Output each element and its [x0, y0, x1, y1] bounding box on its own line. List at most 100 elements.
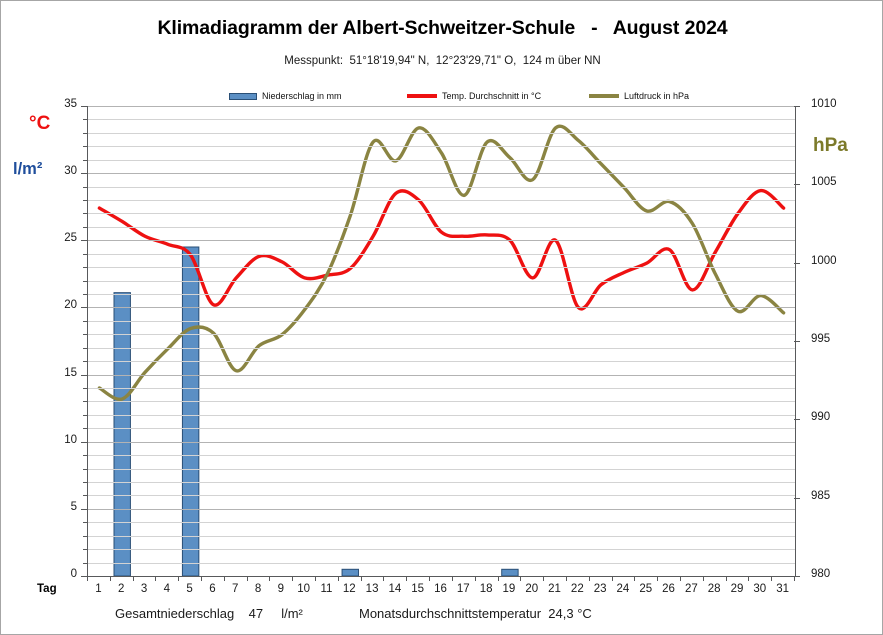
x-axis-tickmark — [155, 576, 156, 581]
x-axis-ticks: 1 2 3 4 5 6 7 8 9 10 11 12 13 14 15 16 17 18 19 20 21 22 23 24 2… — [87, 576, 795, 602]
x-axis-tickmark — [589, 576, 590, 581]
y-axis-left-tickmark — [81, 240, 87, 241]
y-axis-left-tickmark — [83, 187, 87, 188]
y-axis-right-tickmark — [794, 106, 800, 107]
x-axis-tickmark — [178, 576, 179, 581]
legend-swatch-line — [407, 94, 437, 98]
y-axis-left-tickmark — [83, 133, 87, 134]
gridline — [88, 549, 795, 550]
gridline — [88, 321, 795, 322]
gridline — [88, 213, 795, 214]
y-axis-right-tickmark — [794, 576, 800, 577]
x-axis-tick-label: 30 — [753, 583, 767, 595]
bar[interactable] — [501, 568, 519, 576]
gridline — [88, 563, 795, 564]
legend-item-3[interactable]: Luftdruck in hPa — [589, 89, 689, 103]
x-axis-tickmark — [794, 576, 795, 581]
y-axis-left-tickmark — [83, 536, 87, 537]
x-axis-title: Tag — [37, 583, 57, 595]
x-axis-tick-label: 15 — [411, 583, 425, 595]
x-axis-tickmark — [224, 576, 225, 581]
gridline — [88, 187, 795, 188]
x-axis-tick-label: 29 — [730, 583, 744, 595]
x-axis-tickmark — [475, 576, 476, 581]
x-axis-tickmark — [201, 576, 202, 581]
x-axis-tickmark — [612, 576, 613, 581]
y-axis-left-tickmark — [83, 281, 87, 282]
page-title: Klimadiagramm der Albert-Schweitzer-Schu… — [157, 17, 728, 39]
x-axis-tickmark — [110, 576, 111, 581]
gridline — [88, 133, 795, 134]
bar[interactable] — [113, 292, 131, 576]
line-series-temperature[interactable] — [97, 188, 786, 311]
legend-item-2[interactable]: Temp. Durchschnitt in °C — [407, 89, 541, 103]
x-axis-tickmark — [269, 576, 270, 581]
gridline — [88, 361, 795, 362]
x-axis-tick-label: 12 — [342, 583, 356, 595]
x-axis-tickmark — [383, 576, 384, 581]
line-series-pressure[interactable] — [97, 124, 786, 402]
y-axis-left-tickmark — [83, 213, 87, 214]
gridline — [88, 415, 795, 416]
gridline — [88, 469, 795, 470]
gridline — [88, 254, 795, 255]
y-axis-right-tickmark — [794, 498, 800, 499]
x-axis-tick-label: 8 — [254, 583, 262, 595]
gridline — [88, 294, 795, 295]
x-axis-tick-label: 4 — [163, 583, 171, 595]
y-axis-right-tick-label: 995 — [811, 333, 831, 345]
gridline — [88, 576, 795, 577]
bar[interactable] — [341, 568, 359, 576]
y-axis-right-tickmark — [794, 341, 800, 342]
x-axis-tick-label: 16 — [434, 583, 447, 595]
y-axis-left-tickmark — [83, 334, 87, 335]
x-axis-tickmark — [406, 576, 407, 581]
x-axis-tickmark — [543, 576, 544, 581]
y-axis-left-tick-label: 15 — [64, 366, 77, 379]
gridline — [88, 267, 795, 268]
series-layer — [97, 124, 786, 576]
y-axis-left-tickmark — [83, 415, 87, 416]
x-axis-tickmark — [771, 576, 772, 581]
x-axis-tick-label: 23 — [593, 583, 607, 595]
gridline — [88, 146, 795, 147]
gridline — [88, 334, 795, 335]
y-axis-right-ticks: 980 985 990 995 1000 1005 1010 — [801, 98, 861, 579]
x-axis-tick-label: 28 — [707, 583, 721, 595]
x-axis-tickmark — [566, 576, 567, 581]
y-axis-left-tickmark — [83, 549, 87, 550]
x-axis-tickmark — [247, 576, 248, 581]
x-axis-tick-label: 11 — [320, 583, 333, 595]
gridline — [88, 455, 795, 456]
gridline — [88, 307, 795, 308]
y-axis-left-tickmark — [81, 375, 87, 376]
chart-legend: Niederschlag in mm Temp. Durchschnitt in … — [229, 89, 699, 103]
x-axis-tick-label: 7 — [232, 583, 239, 595]
x-axis-tickmark — [133, 576, 134, 581]
gridline — [88, 482, 795, 483]
legend-label: Temp. Durchschnitt in °C — [442, 91, 542, 101]
x-axis-tickmark — [634, 576, 635, 581]
legend-swatch-line — [589, 94, 619, 98]
x-axis-tickmark — [657, 576, 658, 581]
legend-item-1[interactable]: Niederschlag in mm — [229, 89, 342, 103]
x-axis-tickmark — [361, 576, 362, 581]
x-axis-tickmark — [315, 576, 316, 581]
y-axis-right-tick-label: 980 — [811, 568, 831, 580]
y-axis-left-tickmark — [83, 563, 87, 564]
gridline — [88, 160, 795, 161]
x-axis-tickmark — [429, 576, 430, 581]
y-axis-right-tick-label: 1010 — [811, 98, 837, 110]
y-axis-right-tick-label: 985 — [811, 489, 831, 502]
chart-subtitle: Messpunkt: 51°18'19,94" N, 12°23'29,71" … — [284, 55, 601, 67]
x-axis-tick-label: 10 — [297, 583, 311, 595]
x-axis-tickmark — [520, 576, 521, 581]
y-axis-left-tickmark — [83, 482, 87, 483]
x-axis-tick-label: 22 — [570, 583, 584, 595]
y-axis-left-tickmark — [83, 200, 87, 201]
x-axis-tick-label: 26 — [662, 583, 675, 595]
legend-swatch-bar — [229, 92, 257, 100]
gridline — [88, 495, 795, 496]
y-axis-left-tick-label: 25 — [64, 232, 77, 245]
gridlines — [88, 106, 795, 577]
